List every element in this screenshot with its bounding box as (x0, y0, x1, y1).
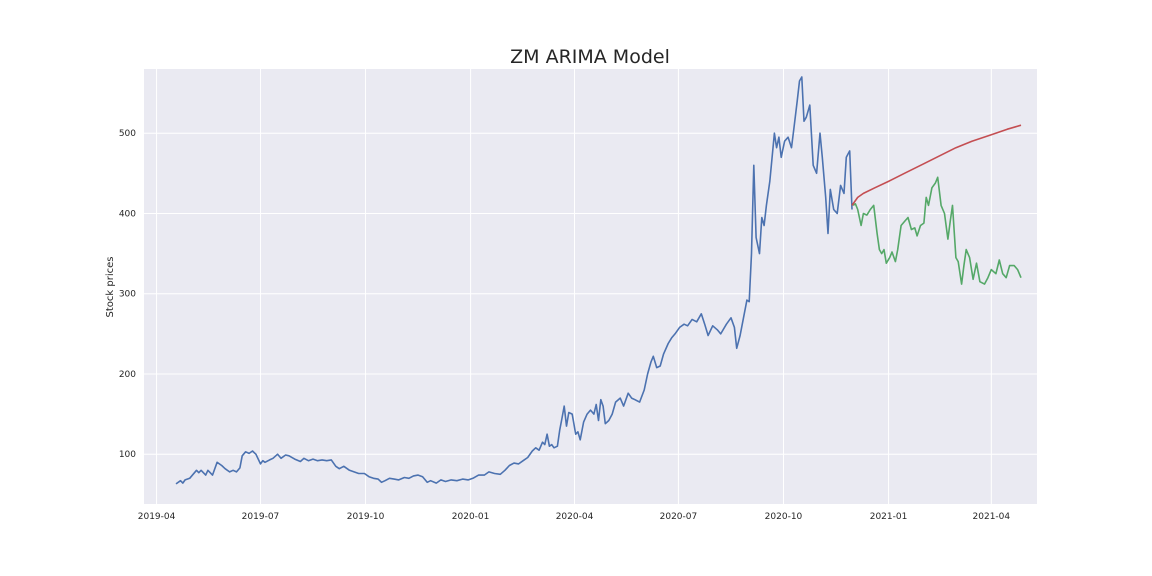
x-tick-label: 2019-10 (347, 512, 385, 522)
x-tick-label: 2021-04 (973, 512, 1011, 522)
x-tick-label: 2020-07 (660, 512, 698, 522)
series-layer (175, 76, 1022, 485)
y-tick-label: 100 (119, 450, 136, 460)
x-tick-label: 2020-10 (765, 512, 803, 522)
x-tick-label: 2020-01 (452, 512, 490, 522)
x-tick-label: 2019-07 (242, 512, 280, 522)
series-line-2 (851, 124, 1022, 206)
y-tick-label: 400 (119, 209, 136, 219)
chart-title: ZM ARIMA Model (510, 46, 670, 68)
y-tick-label: 200 (119, 370, 136, 380)
x-tick-labels: 2019-04 2019-07 2019-10 2020-01 2020-04 2020-… (138, 512, 1011, 522)
y-axis-label: Stock prices (105, 257, 116, 318)
x-tick-label: 2021-01 (870, 512, 908, 522)
series-line-0 (175, 76, 853, 485)
y-tick-labels: 100 200 300 400 500 (119, 129, 136, 460)
plot-area (144, 69, 1037, 504)
x-tick-label: 2019-04 (138, 512, 176, 522)
y-tick-label: 500 (119, 129, 136, 139)
gridlines (144, 69, 1037, 504)
x-tick-label: 2020-04 (556, 512, 594, 522)
y-tick-label: 300 (119, 290, 136, 300)
series-line-1 (852, 176, 1022, 285)
